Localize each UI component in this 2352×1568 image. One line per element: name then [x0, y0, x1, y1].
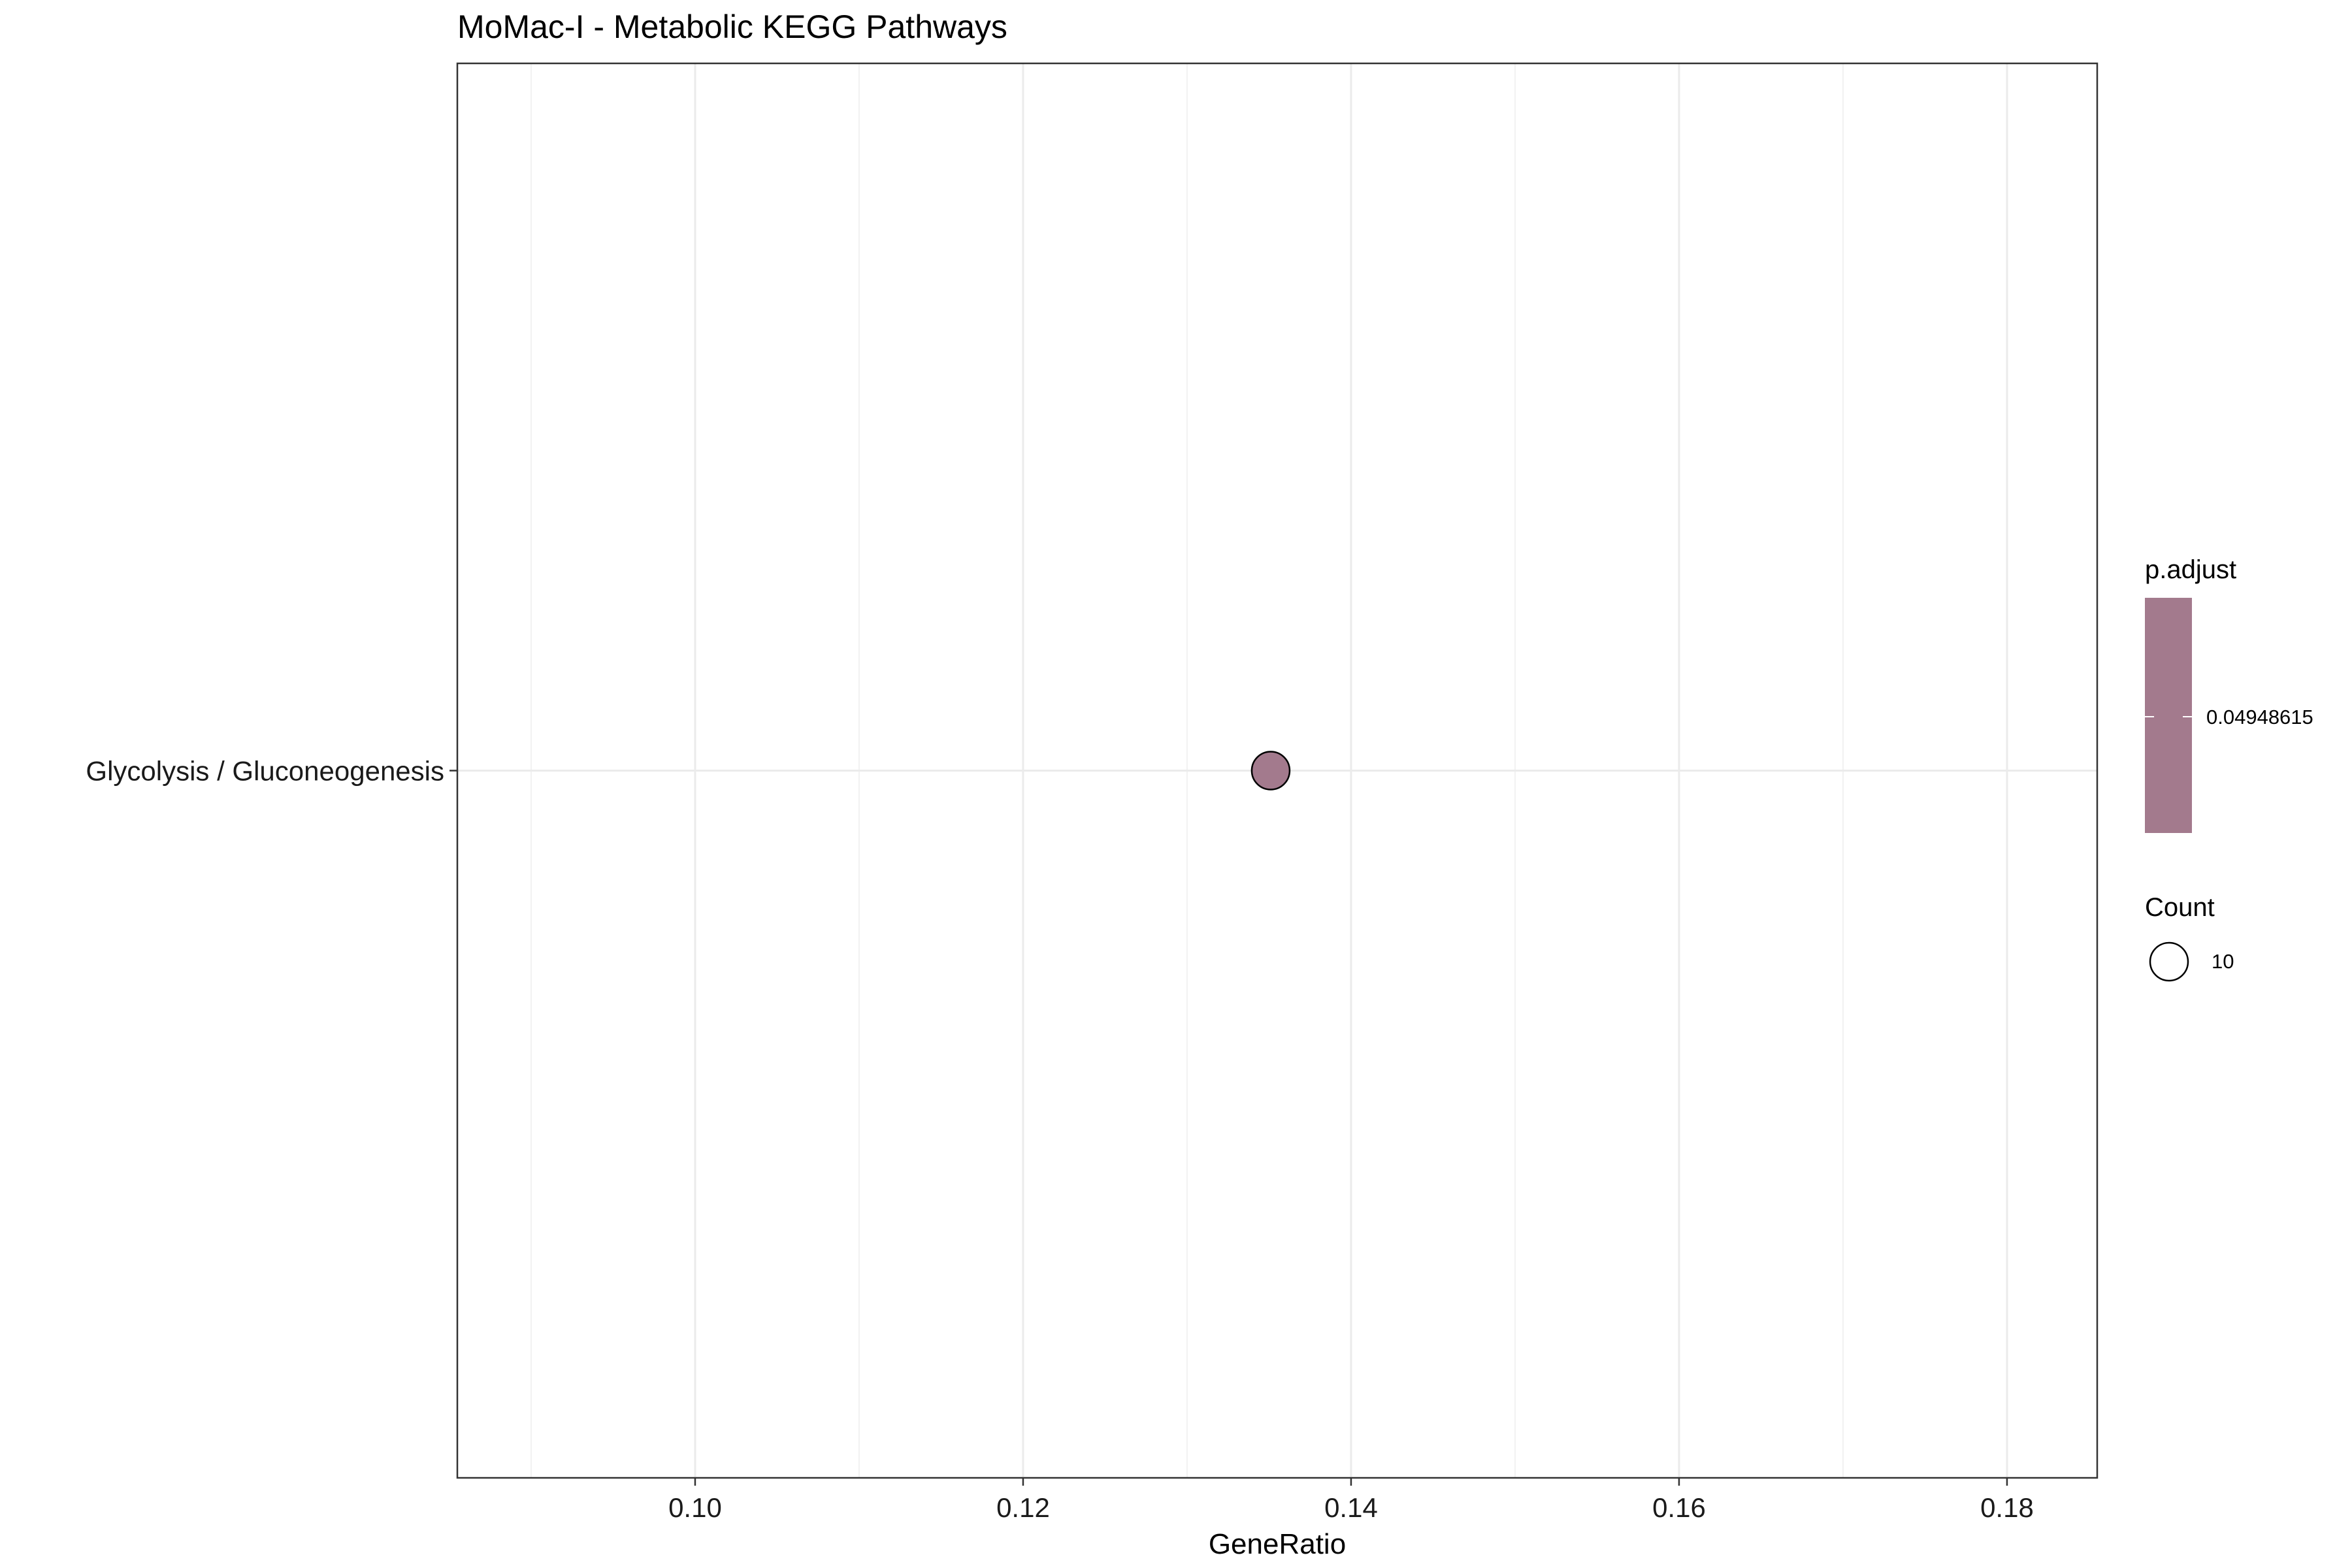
- x-tick-label: 0.12: [996, 1492, 1050, 1523]
- legend-size-title: Count: [2145, 893, 2215, 922]
- x-tick-label: 0.14: [1324, 1492, 1378, 1523]
- legend-color: p.adjust 0.04948615: [2145, 555, 2313, 833]
- x-tick-label: 0.18: [1980, 1492, 2034, 1523]
- x-tick-label: 0.16: [1652, 1492, 1706, 1523]
- legend-size: Count 10: [2145, 893, 2234, 982]
- legend-color-label: 0.04948615: [2206, 706, 2313, 728]
- y-axis: Glycolysis / Gluconeogenesis: [86, 756, 457, 787]
- legend-size-label: 10: [2212, 950, 2234, 973]
- x-tick-label: 0.10: [668, 1492, 722, 1523]
- x-axis-title: GeneRatio: [1209, 1528, 1346, 1560]
- points: [1250, 751, 1291, 791]
- legend-colorbar: [2145, 598, 2192, 833]
- x-axis: 0.10 0.12 0.14 0.16 0.18: [668, 1478, 2034, 1523]
- chart-title: MoMac-I - Metabolic KEGG Pathways: [457, 8, 1007, 45]
- legend-color-title: p.adjust: [2145, 555, 2236, 584]
- data-point: [1250, 751, 1291, 791]
- legend-size-circle: [2149, 941, 2189, 982]
- y-tick-label: Glycolysis / Gluconeogenesis: [86, 756, 444, 787]
